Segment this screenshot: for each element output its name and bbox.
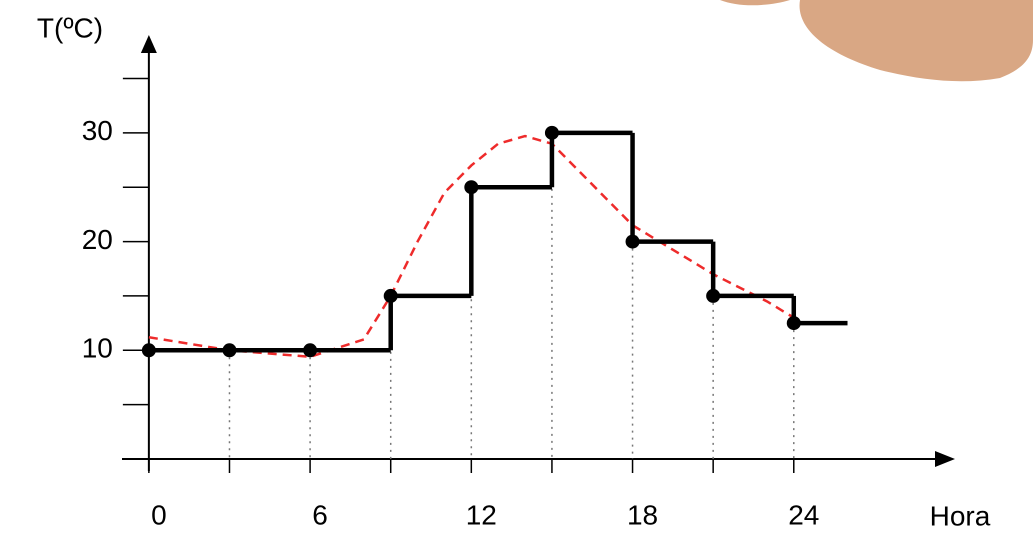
y-tick-label: 30: [82, 115, 113, 146]
x-tick-label: 24: [788, 499, 819, 530]
data-point: [706, 289, 720, 303]
y-tick-label: 20: [82, 224, 113, 255]
x-tick-label: 6: [312, 499, 328, 530]
y-axis-label: T(ºC): [37, 12, 103, 43]
data-point: [384, 289, 398, 303]
data-point: [142, 343, 156, 357]
data-point: [303, 343, 317, 357]
chart: T(ºC) Hora 10 20 30 0 6 12 18 24: [0, 0, 1033, 534]
data-point: [626, 235, 640, 249]
y-axis-arrow: [141, 35, 157, 53]
data-point: [787, 316, 801, 330]
data-point: [545, 126, 559, 140]
y-tick-label: 10: [82, 333, 113, 364]
data-point: [464, 180, 478, 194]
x-tick-label: 12: [466, 499, 497, 530]
x-tick-label: 0: [151, 499, 167, 530]
x-tick-label: 18: [627, 499, 658, 530]
x-axis-arrow: [935, 451, 955, 467]
hand-image: [720, 0, 1033, 81]
data-point: [222, 343, 236, 357]
x-axis-label: Hora: [930, 500, 991, 531]
